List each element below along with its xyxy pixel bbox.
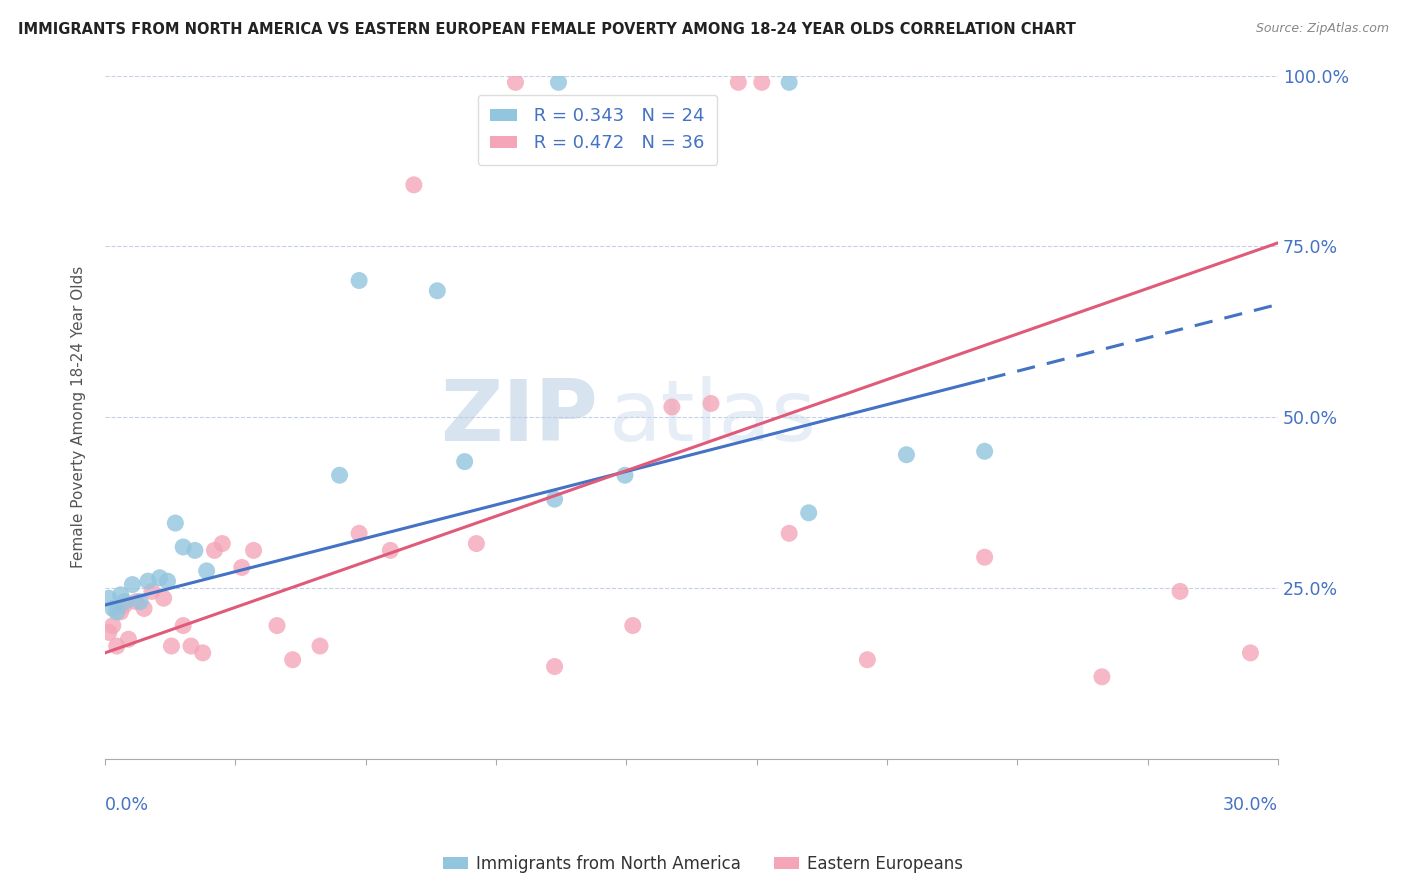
- Point: [621, 618, 644, 632]
- Text: ZIP: ZIP: [440, 376, 598, 458]
- Point: [1239, 646, 1261, 660]
- Text: 30.0%: 30.0%: [1223, 797, 1278, 814]
- Point: [727, 75, 749, 89]
- Point: [309, 639, 332, 653]
- Point: [347, 273, 370, 287]
- Point: [101, 601, 124, 615]
- Point: [1091, 670, 1114, 684]
- Point: [110, 605, 132, 619]
- Point: [465, 536, 488, 550]
- Point: [184, 543, 207, 558]
- Point: [402, 178, 425, 192]
- Text: 0.0%: 0.0%: [105, 797, 149, 814]
- Point: [129, 594, 152, 608]
- Point: [797, 506, 820, 520]
- Text: atlas: atlas: [609, 376, 817, 458]
- Point: [97, 591, 120, 606]
- Point: [778, 526, 800, 541]
- Point: [211, 536, 233, 550]
- Point: [114, 598, 136, 612]
- Point: [195, 564, 218, 578]
- Point: [973, 550, 995, 565]
- Point: [172, 618, 194, 632]
- Point: [896, 448, 918, 462]
- Point: [505, 75, 527, 89]
- Point: [751, 75, 773, 89]
- Point: [242, 543, 264, 558]
- Point: [426, 284, 449, 298]
- Point: [661, 400, 683, 414]
- Point: [543, 492, 565, 507]
- Point: [973, 444, 995, 458]
- Point: [136, 574, 159, 588]
- Legend:  R = 0.343   N = 24,  R = 0.472   N = 36: R = 0.343 N = 24, R = 0.472 N = 36: [478, 95, 717, 165]
- Legend: Immigrants from North America, Eastern Europeans: Immigrants from North America, Eastern E…: [436, 848, 970, 880]
- Point: [778, 75, 800, 89]
- Point: [231, 560, 253, 574]
- Point: [152, 591, 174, 606]
- Point: [101, 618, 124, 632]
- Point: [160, 639, 183, 653]
- Point: [547, 75, 569, 89]
- Point: [856, 653, 879, 667]
- Point: [114, 594, 136, 608]
- Point: [281, 653, 304, 667]
- Y-axis label: Female Poverty Among 18-24 Year Olds: Female Poverty Among 18-24 Year Olds: [72, 266, 86, 568]
- Point: [110, 588, 132, 602]
- Point: [266, 618, 288, 632]
- Point: [543, 659, 565, 673]
- Point: [97, 625, 120, 640]
- Point: [380, 543, 402, 558]
- Point: [125, 594, 148, 608]
- Text: IMMIGRANTS FROM NORTH AMERICA VS EASTERN EUROPEAN FEMALE POVERTY AMONG 18-24 YEA: IMMIGRANTS FROM NORTH AMERICA VS EASTERN…: [18, 22, 1076, 37]
- Point: [132, 601, 155, 615]
- Point: [329, 468, 352, 483]
- Point: [105, 605, 128, 619]
- Point: [105, 639, 128, 653]
- Point: [191, 646, 214, 660]
- Point: [117, 632, 139, 647]
- Point: [165, 516, 187, 530]
- Point: [149, 571, 172, 585]
- Point: [180, 639, 202, 653]
- Point: [204, 543, 226, 558]
- Point: [172, 540, 194, 554]
- Point: [156, 574, 179, 588]
- Point: [347, 526, 370, 541]
- Point: [121, 577, 143, 591]
- Point: [613, 468, 636, 483]
- Point: [700, 396, 723, 410]
- Point: [141, 584, 163, 599]
- Point: [1168, 584, 1191, 599]
- Point: [453, 454, 475, 468]
- Text: Source: ZipAtlas.com: Source: ZipAtlas.com: [1256, 22, 1389, 36]
